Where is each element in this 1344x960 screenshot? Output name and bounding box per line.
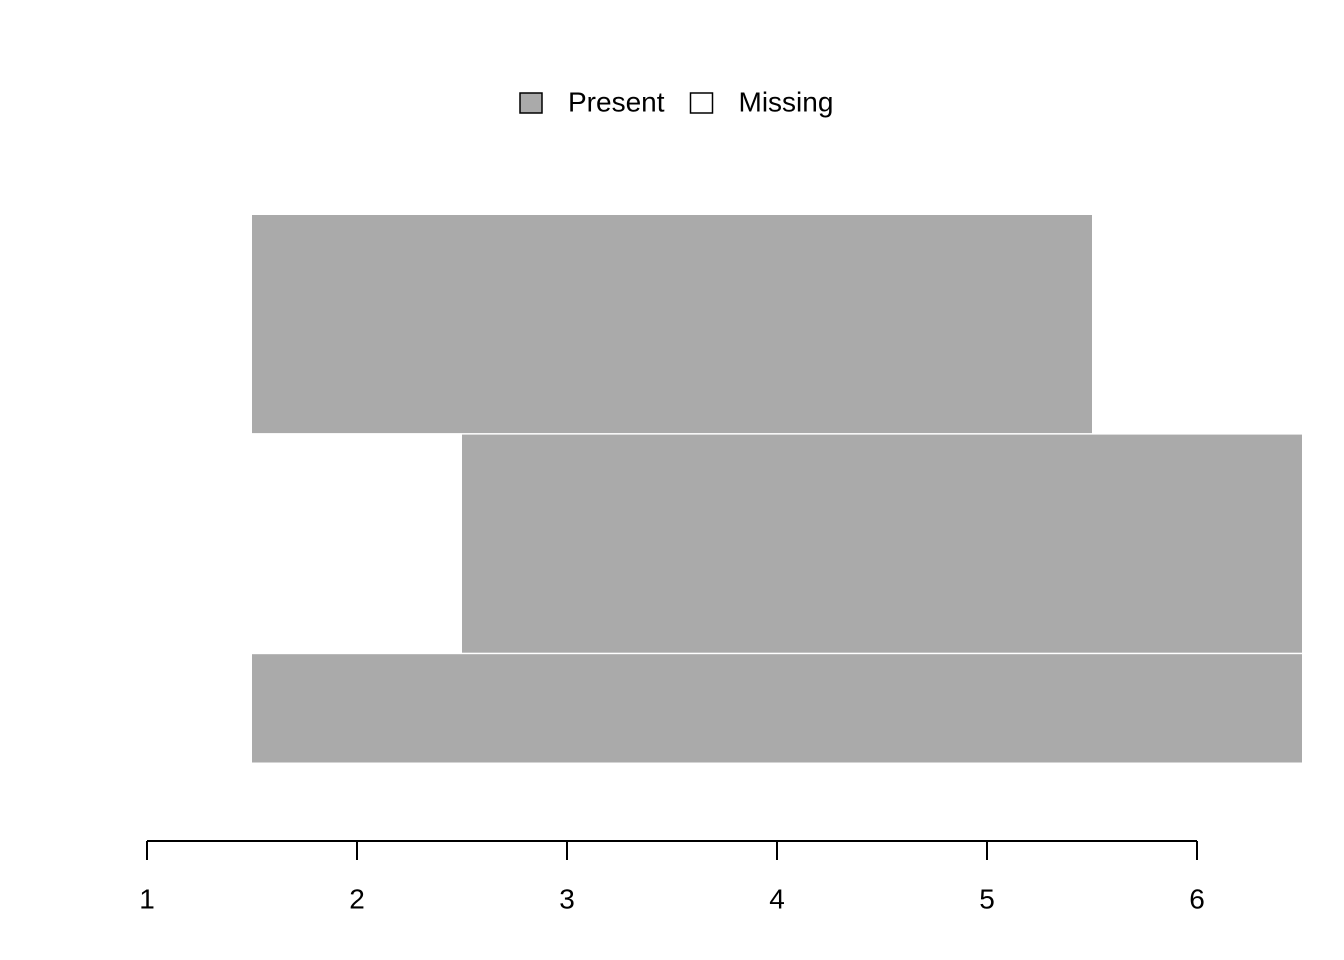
- x-tick-label: 2: [349, 883, 365, 914]
- x-tick-label: 5: [979, 883, 995, 914]
- bar: [252, 654, 1302, 763]
- x-tick-label: 3: [559, 883, 575, 914]
- legend-label: Missing: [739, 86, 834, 117]
- x-tick-label: 1: [139, 883, 155, 914]
- legend-swatch: [689, 92, 714, 114]
- x-tick-label: 4: [769, 883, 785, 914]
- bar: [252, 215, 1092, 434]
- bar: [462, 434, 1302, 653]
- legend-label: Present: [568, 86, 665, 117]
- legend-swatch: [519, 92, 543, 114]
- x-tick-label: 6: [1189, 883, 1205, 914]
